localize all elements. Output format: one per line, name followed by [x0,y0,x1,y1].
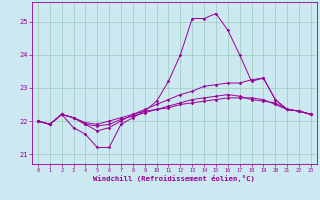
X-axis label: Windchill (Refroidissement éolien,°C): Windchill (Refroidissement éolien,°C) [93,175,255,182]
